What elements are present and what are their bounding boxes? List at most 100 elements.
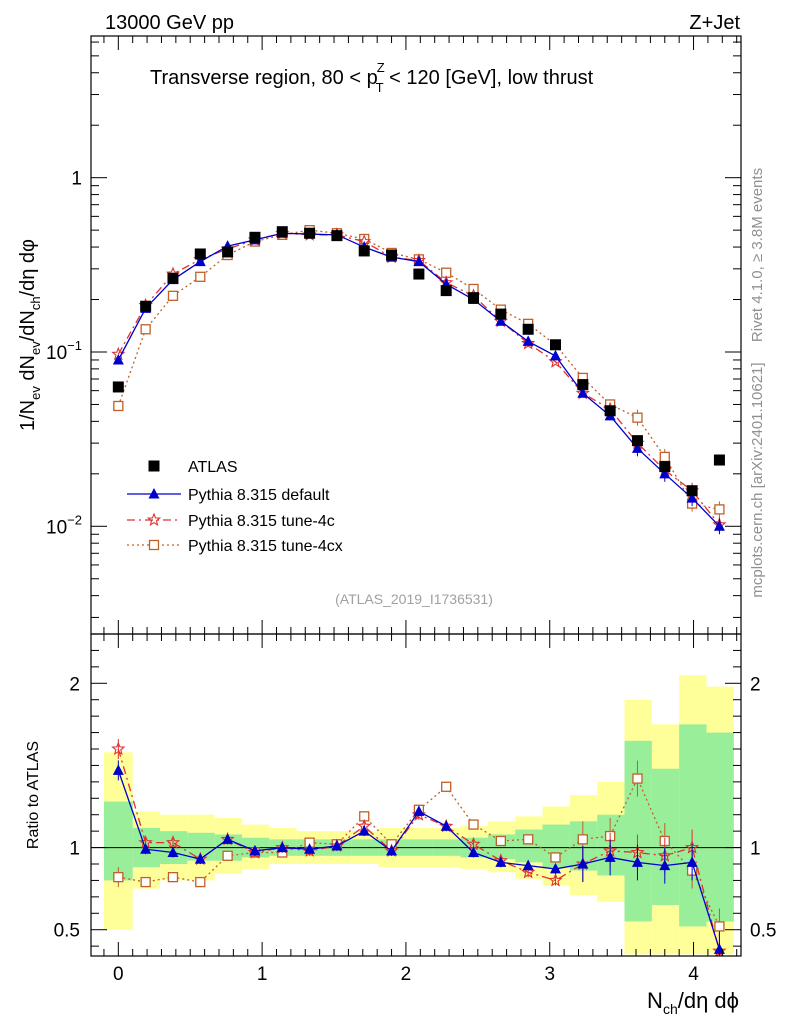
y-tick-label: 10−1 (46, 338, 82, 364)
ratio-point (112, 764, 124, 775)
ratio-point (411, 807, 427, 821)
x-tick-label: 1 (257, 964, 268, 985)
data-point (549, 349, 561, 361)
legend-entry-pythia-8-315-default: Pythia 8.315 default (127, 487, 330, 504)
data-point (522, 335, 534, 346)
ratio-point (194, 853, 206, 864)
data-point (686, 492, 698, 503)
ratio-point (549, 862, 561, 874)
ratio-point (632, 773, 643, 784)
ratio-y-axis-label: Ratio to ATLAS (25, 741, 42, 849)
data-point (631, 442, 643, 453)
legend-label: ATLAS (188, 459, 238, 476)
data-point (304, 227, 316, 239)
data-point (659, 461, 671, 473)
ratio-point (548, 872, 563, 887)
main-panel-background (91, 36, 741, 634)
data-point (659, 451, 670, 463)
axes-layer: 0 1 2 3 4 1 10−1 10−2 0.5 0.5 1 1 2 2 (46, 36, 776, 985)
ratio-point (222, 850, 233, 861)
series-line-pythia-8-315-tune-4c (117, 232, 720, 526)
data-point (440, 285, 452, 297)
data-point (713, 454, 725, 466)
data-point (140, 300, 152, 312)
ratio-y-tick-label-right: 2 (750, 674, 761, 695)
legend-marker (148, 460, 160, 472)
data-point (522, 323, 534, 335)
data-point (112, 353, 124, 365)
ratio-point (495, 856, 507, 867)
ratio-point (167, 871, 179, 883)
data-point (659, 467, 671, 479)
ratio-point (413, 805, 425, 816)
data-point (222, 246, 234, 258)
ratio-y-tick-label-left: 1 (69, 839, 80, 860)
data-point (549, 339, 561, 351)
legend-marker (148, 539, 160, 551)
y-tick-label: 1 (71, 169, 82, 190)
ratio-point (167, 846, 179, 857)
x-tick-label: 2 (401, 964, 412, 985)
data-point (249, 231, 261, 243)
ratio-point (358, 825, 370, 836)
x-tick-label: 0 (113, 964, 124, 985)
data-point (167, 272, 179, 284)
data-point (140, 324, 151, 335)
ratio-panel-frame (90, 633, 742, 957)
ratio-band-green (597, 814, 625, 876)
data-point (686, 485, 698, 497)
ratio-point (468, 819, 479, 830)
legend-entry-atlas: ATLAS (148, 459, 238, 476)
ratio-series-pythia-8-315-default (112, 760, 725, 956)
ratio-point (686, 856, 698, 867)
series-atlas (112, 226, 725, 497)
data-point (521, 335, 536, 350)
x-axis-label: Nch/dη dϕ (647, 988, 739, 1017)
data-point (413, 255, 425, 267)
ratio-point (440, 820, 452, 831)
ratio-point (441, 781, 452, 792)
data-point (276, 226, 288, 238)
ratio-point (386, 844, 398, 856)
ratio-y-tick-label-left: 0.5 (54, 921, 80, 942)
data-point (631, 435, 643, 447)
legend-label: Pythia 8.315 tune-4c (188, 513, 335, 530)
ratio-point (276, 841, 288, 853)
legend-marker (148, 488, 160, 499)
ratio-point (577, 834, 588, 845)
data-point (112, 381, 124, 393)
data-point (194, 255, 206, 267)
ratio-point (714, 921, 725, 932)
data-point (577, 387, 589, 398)
ratio-point (523, 834, 534, 845)
analysis-id-watermark: (ATLAS_2019_I1736531) (335, 591, 493, 607)
legend-entry-pythia-8-315-tune-4c: Pythia 8.315 tune-4c (127, 512, 335, 530)
data-point (413, 268, 425, 280)
data-point (358, 245, 370, 257)
data-point (167, 290, 179, 301)
data-point (468, 292, 480, 304)
legend-label: Pythia 8.315 tune-4cx (188, 538, 343, 555)
ratio-point (521, 864, 536, 879)
ratio-point (111, 741, 126, 756)
ratio-point (331, 839, 343, 851)
main-y-axis-label: 1/Nev dNev/dNch/dη dφ (17, 239, 43, 431)
data-point (194, 248, 206, 260)
rivet-version-label: Rivet 4.1.0, ≥ 3.8M events (749, 168, 766, 342)
ratio-point (577, 858, 589, 869)
ratio-point (222, 833, 234, 844)
legend-entry-pythia-8-315-tune-4cx: Pythia 8.315 tune-4cx (127, 538, 343, 555)
data-point (713, 520, 725, 531)
ratio-point (495, 835, 506, 847)
series-line-pythia-8-315-tune-4cx (117, 229, 720, 511)
plot-title: Transverse region, 80 < pZ T < 120 [GeV],… (150, 60, 594, 95)
ratio-y-tick-label-right: 1 (750, 839, 761, 860)
ratio-point (140, 876, 151, 888)
data-point (386, 249, 398, 261)
ratio-point (631, 856, 643, 867)
data-point (577, 379, 589, 391)
ratio-point (165, 835, 181, 849)
legend: ATLAS Pythia 8.315 default Pythia 8.315 tu… (127, 459, 343, 555)
data-point (604, 405, 616, 417)
